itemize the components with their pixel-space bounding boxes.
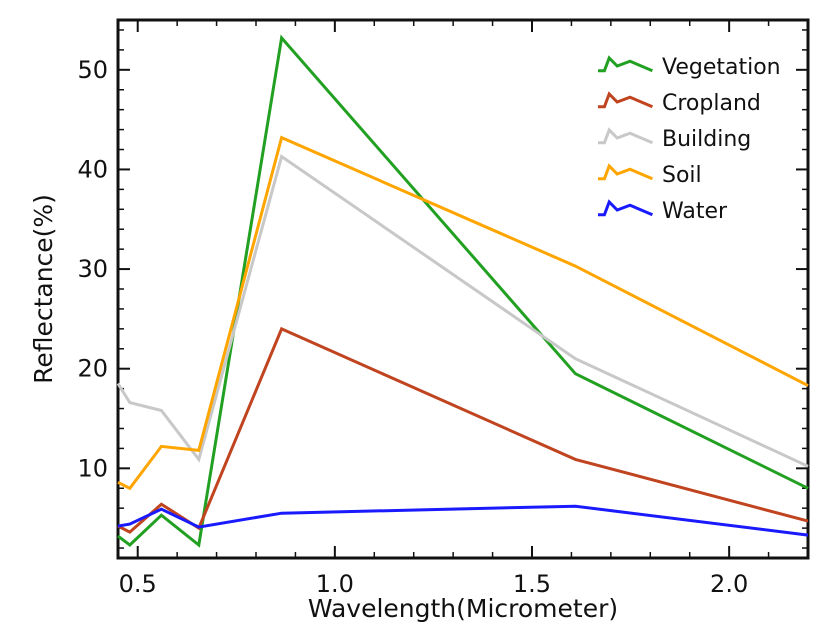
y-axis-title: Reflectance(%)	[29, 194, 58, 384]
x-tick-label: 1.5	[513, 570, 551, 598]
y-tick-label: 50	[77, 56, 108, 84]
y-tick-label: 30	[77, 255, 108, 283]
legend-label-cropland: Cropland	[662, 91, 761, 116]
y-tick-label: 40	[77, 155, 108, 183]
x-tick-label: 1.0	[316, 570, 354, 598]
x-axis-title: Wavelength(Micrometer)	[308, 594, 618, 623]
legend-label-building: Building	[662, 127, 751, 152]
series-lines	[116, 34, 809, 548]
series-line-vegetation	[117, 34, 809, 548]
legend-swatch-water	[598, 199, 653, 217]
y-tick-label: 10	[77, 454, 108, 482]
x-axis: 0.5 1.0 1.5 2.0	[119, 20, 809, 598]
legend: Vegetation Cropland Building Soil Water	[598, 55, 781, 224]
legend-swatch-soil	[598, 163, 653, 181]
legend-swatch-cropland	[598, 91, 653, 109]
legend-swatch-building	[598, 127, 653, 145]
y-tick-label: 20	[77, 355, 108, 383]
series-line-soil	[117, 135, 809, 491]
series-line-water	[117, 504, 809, 537]
y-axis: 10 20 30 40 50	[77, 29, 808, 549]
legend-label-water: Water	[662, 199, 728, 224]
legend-label-soil: Soil	[662, 163, 702, 188]
series-line-building	[116, 154, 809, 468]
x-tick-label: 2.0	[710, 570, 748, 598]
legend-label-vegetation: Vegetation	[662, 55, 781, 80]
legend-swatch-vegetation	[598, 55, 653, 73]
x-tick-label: 0.5	[119, 570, 157, 598]
